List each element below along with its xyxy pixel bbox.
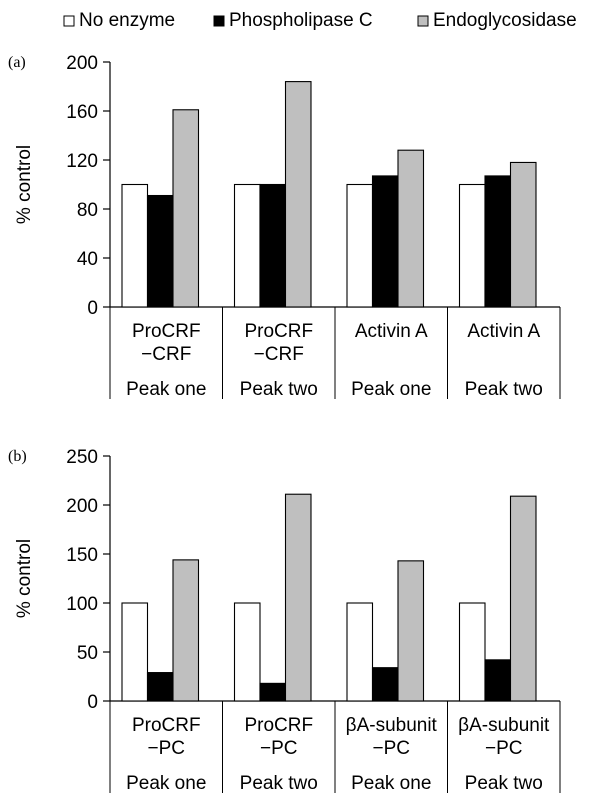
bar-no-enzyme bbox=[458, 602, 486, 702]
peak-label: Peak one bbox=[351, 379, 431, 400]
bar-phospholipase-c bbox=[484, 659, 512, 702]
y-tick-label: 120 bbox=[66, 151, 98, 172]
bar-endoglycosidase bbox=[397, 149, 425, 308]
legend-swatch-endoglycosidase bbox=[417, 15, 429, 27]
bar-phospholipase-c bbox=[146, 194, 174, 308]
category-label: βA-subunit bbox=[346, 715, 438, 736]
y-tick-label: 160 bbox=[66, 102, 98, 123]
category-label: ProCRF bbox=[132, 321, 201, 342]
bar-no-enzyme bbox=[346, 183, 374, 308]
bar-endoglycosidase bbox=[284, 493, 312, 702]
bar-endoglycosidase bbox=[397, 560, 425, 702]
bar-phospholipase-c bbox=[484, 175, 512, 308]
y-tick-label: 100 bbox=[66, 594, 98, 615]
bar-endoglycosidase bbox=[509, 495, 537, 702]
legend-swatch-no-enzyme bbox=[63, 15, 75, 27]
bar-endoglycosidase bbox=[172, 109, 200, 308]
bar-phospholipase-c bbox=[371, 667, 399, 702]
bar-no-enzyme bbox=[346, 602, 374, 702]
y-tick-label: 200 bbox=[66, 496, 98, 517]
bar-endoglycosidase bbox=[172, 559, 200, 702]
peak-label: Peak one bbox=[351, 773, 431, 794]
peak-label: Peak one bbox=[126, 773, 206, 794]
y-tick-label: 0 bbox=[87, 692, 98, 713]
legend-swatch-phospholipase-c bbox=[213, 15, 225, 27]
y-tick-label: 50 bbox=[77, 643, 98, 664]
y-tick-label: 0 bbox=[87, 298, 98, 319]
category-label: −PC bbox=[148, 738, 186, 759]
bar-no-enzyme bbox=[121, 602, 149, 702]
bar-no-enzyme bbox=[233, 602, 261, 702]
category-label: ProCRF bbox=[132, 715, 201, 736]
bar-no-enzyme bbox=[121, 183, 149, 308]
bar-phospholipase-c bbox=[146, 672, 174, 702]
bar-phospholipase-c bbox=[259, 682, 287, 702]
bar-endoglycosidase bbox=[284, 81, 312, 308]
legend-label-phospholipase-c: Phospholipase C bbox=[229, 10, 373, 31]
peak-label: Peak two bbox=[240, 773, 318, 794]
category-label: −PC bbox=[485, 738, 523, 759]
bar-no-enzyme bbox=[458, 183, 486, 308]
y-tick-label: 200 bbox=[66, 53, 98, 74]
category-label: −CRF bbox=[254, 344, 304, 365]
bar-endoglycosidase bbox=[509, 161, 537, 308]
y-tick-label: 250 bbox=[66, 447, 98, 468]
legend-label-endoglycosidase: Endoglycosidase bbox=[433, 10, 577, 31]
category-label: ProCRF bbox=[244, 715, 313, 736]
bar-phospholipase-c bbox=[259, 183, 287, 308]
y-axis-label: % control bbox=[14, 145, 35, 224]
category-label: Activin A bbox=[355, 321, 428, 342]
category-label: −PC bbox=[260, 738, 298, 759]
category-label: βA-subunit bbox=[458, 715, 550, 736]
y-tick-label: 150 bbox=[66, 545, 98, 566]
bar-no-enzyme bbox=[233, 183, 261, 308]
legend: No enzyme Phospholipase C Endoglycosidase bbox=[63, 10, 577, 31]
y-axis-label: % control bbox=[14, 539, 35, 618]
panel-label: (b) bbox=[8, 448, 27, 465]
legend-label-no-enzyme: No enzyme bbox=[79, 10, 175, 31]
bar-phospholipase-c bbox=[371, 175, 399, 308]
category-label: Activin A bbox=[467, 321, 540, 342]
category-label: ProCRF bbox=[244, 321, 313, 342]
peak-label: Peak two bbox=[465, 379, 543, 400]
peak-label: Peak two bbox=[240, 379, 318, 400]
peak-label: Peak two bbox=[465, 773, 543, 794]
y-tick-label: 80 bbox=[77, 200, 98, 221]
panel-label: (a) bbox=[8, 54, 26, 71]
y-tick-label: 40 bbox=[77, 249, 98, 270]
peak-label: Peak one bbox=[126, 379, 206, 400]
category-label: −CRF bbox=[141, 344, 191, 365]
category-label: −PC bbox=[373, 738, 411, 759]
